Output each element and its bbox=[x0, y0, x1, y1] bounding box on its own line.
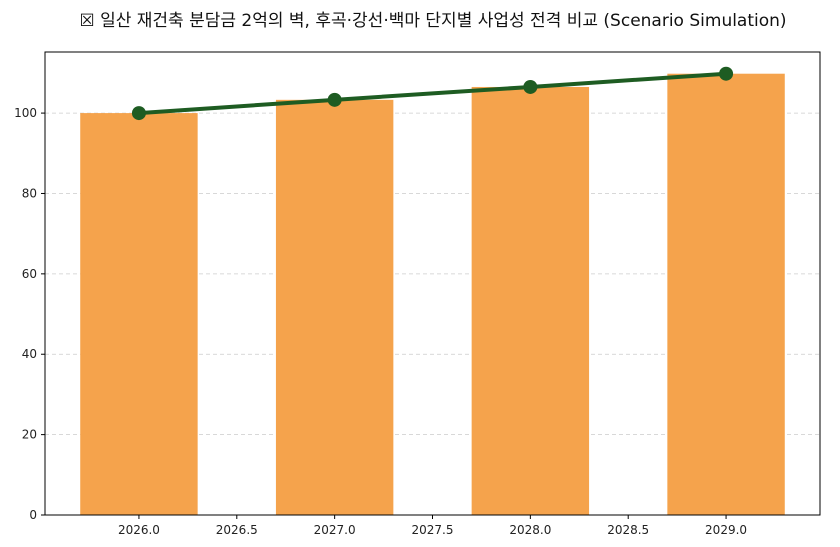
series-line bbox=[138, 71, 727, 116]
x-tick-label: 2026.0 bbox=[118, 523, 160, 537]
chart-title: ☒ 일산 재건축 분담금 2억의 벽, 후곡·강선·백마 단지별 사업성 전격 … bbox=[79, 11, 786, 31]
x-tick-label: 2026.5 bbox=[216, 523, 258, 537]
x-tick-label: 2027.5 bbox=[412, 523, 454, 537]
bar bbox=[80, 113, 198, 516]
bar bbox=[471, 86, 590, 515]
y-tick-label: 100 bbox=[14, 106, 37, 120]
x-tick-label: 2027.0 bbox=[314, 523, 356, 537]
x-tick-label: 2028.5 bbox=[607, 523, 649, 537]
x-tick-label: 2029.0 bbox=[705, 523, 747, 537]
x-tick-label: 2028.0 bbox=[509, 523, 551, 537]
y-tick-label: 40 bbox=[22, 347, 37, 361]
line-point bbox=[523, 79, 538, 94]
line-point bbox=[719, 66, 734, 81]
y-tick-label: 20 bbox=[22, 428, 37, 442]
bar bbox=[667, 73, 785, 515]
y-tick-label: 80 bbox=[22, 186, 37, 200]
y-tick-label: 60 bbox=[22, 267, 37, 281]
y-tick-label: 0 bbox=[29, 508, 37, 522]
line-point bbox=[327, 92, 342, 107]
line-point bbox=[131, 106, 146, 121]
bar bbox=[275, 99, 394, 515]
